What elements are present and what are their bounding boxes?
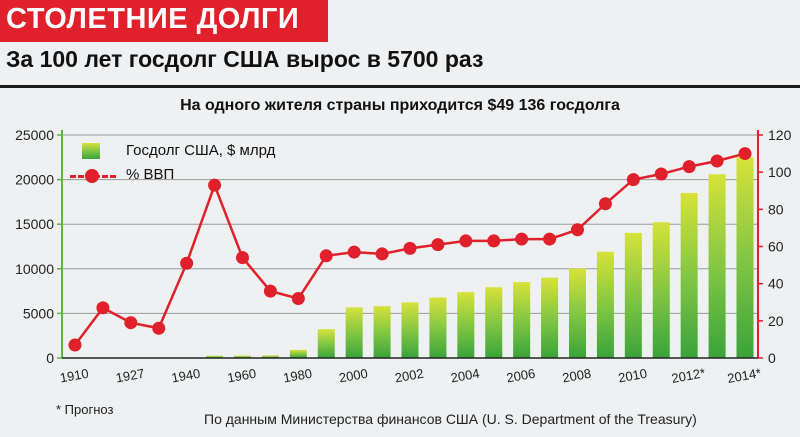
banner-title: СТОЛЕТНИЕ ДОЛГИ (6, 3, 300, 35)
x-tick-label: 2000 (338, 366, 369, 386)
x-tick-label: 2010 (617, 366, 648, 386)
footnote: * Прогноз (56, 402, 114, 417)
gdp-point (124, 316, 138, 330)
x-tick-label: 2006 (505, 366, 536, 386)
bar (234, 355, 251, 358)
legend-bar-swatch (82, 143, 100, 159)
left-tick-label: 25000 (15, 127, 54, 143)
x-tick-label: 2014* (726, 365, 762, 386)
right-tick-label: 120 (768, 127, 792, 143)
legend-label-line: % ВВП (126, 166, 175, 183)
bar (401, 302, 419, 358)
bar (708, 174, 726, 358)
bar (345, 307, 363, 358)
gdp-point (487, 234, 501, 248)
gdp-point (152, 321, 166, 335)
gdp-point (236, 251, 249, 265)
gdp-point (543, 232, 557, 246)
gdp-point (459, 234, 473, 248)
x-tick-label: 1960 (226, 366, 257, 386)
chart-title: На одного жителя страны приходится $49 1… (180, 97, 620, 114)
bar (569, 268, 586, 358)
gdp-point (431, 238, 445, 252)
right-tick-label: 80 (768, 201, 784, 217)
bar (513, 282, 531, 358)
gdp-point (626, 173, 640, 187)
legend-dot-swatch (85, 169, 99, 183)
gdp-point (180, 256, 194, 270)
x-tick-label: 1980 (282, 366, 313, 386)
gdp-point (263, 284, 277, 298)
gdp-point (96, 301, 110, 315)
x-tick-label: 2012* (670, 365, 706, 386)
bar (485, 287, 503, 358)
gdp-point (208, 178, 222, 192)
gdp-point (68, 338, 82, 352)
gdp-point (598, 197, 612, 211)
left-tick-label: 0 (46, 350, 54, 366)
bar (206, 355, 224, 358)
gdp-point (319, 249, 333, 263)
bar (680, 192, 698, 358)
left-tick-label: 20000 (15, 172, 54, 188)
bar (652, 222, 670, 358)
bar (541, 277, 559, 358)
bar (289, 349, 307, 358)
divider (0, 85, 800, 88)
bar (261, 355, 279, 358)
bar (373, 306, 391, 358)
left-tick-label: 5000 (23, 305, 54, 321)
source-note: По данным Министерства финансов США (U. … (204, 411, 697, 427)
x-tick-label: 1910 (59, 366, 90, 386)
gdp-point (654, 167, 668, 181)
x-tick-label: 1927 (115, 366, 146, 386)
right-tick-label: 40 (768, 276, 784, 292)
bar (317, 329, 335, 358)
gdp-point (571, 223, 584, 237)
right-tick-label: 60 (768, 239, 784, 255)
left-tick-label: 10000 (15, 261, 54, 277)
x-tick-label: 2004 (450, 366, 481, 386)
headline: За 100 лет госдолг США вырос в 5700 раз (6, 46, 484, 72)
gdp-point (515, 232, 529, 246)
legend-label-bars: Госдолг США, $ млрд (126, 142, 276, 159)
bar (457, 292, 475, 358)
x-tick-label: 2008 (561, 366, 592, 386)
gdp-point (291, 292, 305, 306)
x-tick-label: 1940 (170, 366, 201, 386)
bar (596, 251, 614, 358)
gdp-point (375, 247, 389, 261)
left-tick-label: 15000 (15, 216, 54, 232)
x-tick-label: 2002 (394, 366, 425, 386)
gdp-point (682, 160, 696, 174)
right-tick-label: 20 (768, 313, 784, 329)
banner: СТОЛЕТНИЕ ДОЛГИ (0, 0, 328, 42)
gdp-point (738, 147, 752, 161)
gdp-point (403, 241, 417, 255)
gdp-point (710, 154, 724, 168)
bar (429, 297, 447, 358)
bar (736, 157, 754, 358)
right-tick-label: 100 (768, 164, 792, 180)
right-tick-label: 0 (768, 350, 776, 366)
bar (624, 232, 642, 358)
gdp-point (347, 245, 361, 259)
